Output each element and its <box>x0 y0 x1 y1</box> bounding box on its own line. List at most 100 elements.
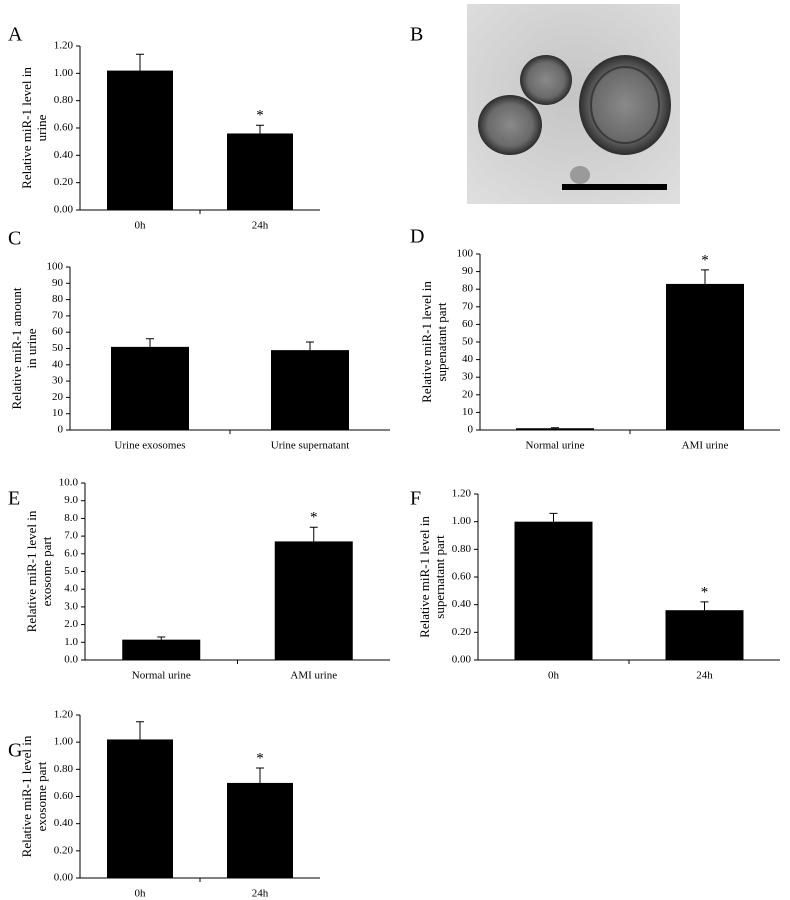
y-tick-label: 0.00 <box>54 872 74 884</box>
y-axis-label: exosome part <box>39 536 54 606</box>
micrograph <box>467 4 680 204</box>
panel-label: D <box>410 226 424 248</box>
y-tick-label: 0 <box>468 424 474 436</box>
y-tick-label: 0 <box>58 424 64 436</box>
y-axis-label: supenatant part <box>434 302 449 381</box>
significance-marker: * <box>701 584 709 600</box>
y-tick-label: 1.0 <box>64 636 78 648</box>
error-bar <box>309 526 318 542</box>
y-tick-label: 30 <box>52 375 64 387</box>
bar <box>514 521 593 660</box>
x-tick-label: Urine supernatant <box>271 440 350 452</box>
y-tick-label: 8.0 <box>64 512 78 524</box>
y-tick-label: 60 <box>462 318 474 330</box>
y-tick-label: 20 <box>52 391 64 403</box>
bar <box>516 428 594 430</box>
y-tick-label: 4.0 <box>64 583 78 595</box>
y-tick-label: 1.00 <box>452 515 472 527</box>
panel-label: F <box>410 488 421 510</box>
y-tick-label: 0.0 <box>64 654 78 666</box>
y-tick-label: 1.20 <box>54 40 74 52</box>
y-tick-label: 60 <box>52 326 64 338</box>
y-tick-label: 0.60 <box>452 571 472 583</box>
y-tick-label: 0.20 <box>452 626 472 638</box>
bar <box>227 782 293 878</box>
significance-marker: * <box>256 750 264 766</box>
y-tick-label: 1.00 <box>54 67 74 79</box>
chart-panel: F 0.00 0.20 0.40 0.60 0.80 1.00 1.20 Relative mi… <box>410 488 780 682</box>
y-tick-label: 1.20 <box>54 709 74 721</box>
y-tick-label: 0.40 <box>452 598 472 610</box>
y-axis-label: supernatant part <box>432 535 447 619</box>
chart-panel: D 0 10 20 30 40 50 60 70 80 90 100 Relative miR-1 le… <box>410 226 780 452</box>
chart-panel: A 0.00 0.20 0.40 0.60 0.80 1.00 1.20 Relative mi… <box>8 24 320 232</box>
y-tick-label: 9.0 <box>64 494 78 506</box>
panel-label: C <box>8 228 21 250</box>
y-tick-label: 1.00 <box>54 736 74 748</box>
y-tick-label: 10.0 <box>59 477 79 489</box>
y-tick-label: 6.0 <box>64 547 78 559</box>
y-tick-label: 50 <box>52 342 64 354</box>
error-bar <box>306 341 314 351</box>
y-axis-label: Relative miR-1 level in <box>19 67 34 189</box>
bar <box>271 350 349 430</box>
significance-marker: * <box>256 108 264 124</box>
y-tick-label: 20 <box>462 388 474 400</box>
x-tick-label: AMI urine <box>682 440 729 452</box>
y-axis-label: Relative miR-1 level in <box>419 281 434 403</box>
y-axis-label: Relative miR-1 level in <box>417 516 432 638</box>
vesicle <box>570 166 590 184</box>
error-bar <box>136 53 144 71</box>
significance-marker: * <box>701 252 709 268</box>
y-tick-label: 0.40 <box>54 817 74 829</box>
x-tick-label: Urine exosomes <box>114 440 185 452</box>
bar <box>666 283 744 430</box>
chart-panel: C 0 10 20 30 40 50 60 70 80 90 100 Relative miR-1 am… <box>8 228 390 452</box>
y-tick-label: 70 <box>462 300 474 312</box>
panel-label: E <box>8 488 20 510</box>
y-tick-label: 80 <box>462 283 474 295</box>
y-tick-label: 7.0 <box>64 530 78 542</box>
y-axis-label: Relative miR-1 level in <box>19 735 34 857</box>
error-bar <box>256 124 264 134</box>
y-tick-label: 0.20 <box>54 176 74 188</box>
bar <box>122 639 201 660</box>
y-tick-label: 40 <box>462 353 474 365</box>
y-axis-label: in urine <box>24 328 39 368</box>
y-tick-label: 80 <box>52 293 64 305</box>
x-tick-label: 0h <box>548 670 560 682</box>
y-axis-label: urine <box>34 114 49 141</box>
y-tick-label: 0.80 <box>54 763 74 775</box>
y-tick-label: 5.0 <box>64 565 78 577</box>
y-tick-label: 40 <box>52 358 64 370</box>
y-tick-label: 100 <box>457 248 474 260</box>
y-tick-label: 3.0 <box>64 600 78 612</box>
error-bar <box>157 636 166 640</box>
error-bar <box>136 721 144 740</box>
error-bar <box>551 427 559 429</box>
y-axis-label: Relative miR-1 amount <box>9 287 24 409</box>
error-bar <box>701 269 709 284</box>
y-tick-label: 0.60 <box>54 122 74 134</box>
y-tick-label: 0.60 <box>54 790 74 802</box>
y-tick-label: 90 <box>462 265 474 277</box>
x-tick-label: 24h <box>696 670 713 682</box>
significance-marker: * <box>310 510 318 526</box>
vesicle <box>579 55 671 155</box>
x-tick-label: 0h <box>135 888 147 900</box>
x-tick-label: Normal urine <box>132 670 191 682</box>
vesicle <box>478 95 542 155</box>
bar <box>227 133 293 210</box>
y-tick-label: 0.40 <box>54 149 74 161</box>
y-tick-label: 70 <box>52 309 64 321</box>
y-tick-label: 1.20 <box>452 488 472 500</box>
x-tick-label: Normal urine <box>526 440 585 452</box>
x-tick-label: AMI urine <box>290 670 337 682</box>
panel-label: A <box>8 24 23 46</box>
chart-panel: E 0.0 1.0 2.0 3.0 4.0 5.0 6.0 7.0 8.0 9.0 10.0 Relat… <box>8 477 390 682</box>
y-tick-label: 0.20 <box>54 844 74 856</box>
error-bar <box>146 338 154 347</box>
y-tick-label: 50 <box>462 336 474 348</box>
y-tick-label: 0.00 <box>452 654 472 666</box>
